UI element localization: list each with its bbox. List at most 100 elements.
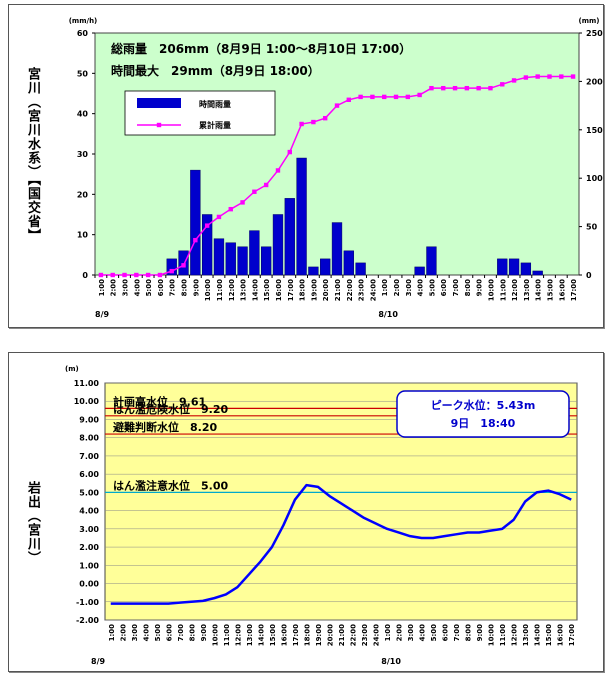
x-tick-label: 8:00 — [181, 279, 189, 297]
legend-swatch-marker — [156, 122, 162, 128]
bar-hourly-rain — [331, 222, 343, 276]
x-tick-label: 9:00 — [200, 624, 208, 642]
x-tick-label: 11:00 — [216, 279, 224, 301]
date-label: 8/9 — [91, 657, 105, 666]
bar-hourly-rain — [426, 246, 437, 276]
point-cumulative-rain — [263, 182, 269, 188]
point-cumulative-rain — [500, 82, 505, 87]
y-tick-label: -1.00 — [76, 598, 99, 607]
x-tick-label: 21:00 — [334, 279, 342, 301]
point-cumulative-rain — [228, 206, 233, 212]
line-water-level — [110, 483, 572, 605]
y-tick-label-left: 20 — [77, 190, 89, 199]
x-tick-label: 11:00 — [223, 624, 231, 646]
x-tick-label: 15:00 — [546, 279, 554, 301]
point-cumulative-rain — [441, 85, 446, 91]
point-cumulative-rain — [452, 85, 458, 91]
x-tick-label: 5:00 — [145, 279, 153, 297]
x-tick-label: 22:00 — [350, 624, 358, 646]
point-cumulative-rain — [98, 272, 104, 278]
x-tick-label: 5:00 — [154, 624, 162, 642]
x-tick-label: 2:00 — [119, 624, 127, 642]
x-tick-label: 17:00 — [287, 279, 295, 301]
y-tick-label-right: 50 — [586, 223, 598, 232]
x-tick-label: 8:00 — [464, 279, 472, 297]
x-tick-label: 8:00 — [188, 624, 196, 642]
y-tick-label-left: 50 — [77, 69, 89, 78]
date-label: 8/10 — [381, 657, 401, 666]
point-cumulative-rain — [299, 121, 304, 127]
point-cumulative-rain — [311, 119, 316, 125]
y-tick-label: 9.00 — [79, 415, 99, 424]
bar-hourly-rain — [213, 238, 225, 276]
x-tick-label: 6:00 — [442, 624, 450, 642]
y-tick-label-right: 200 — [586, 77, 603, 86]
y-tick-label-left: 40 — [77, 110, 89, 119]
point-cumulative-rain — [181, 263, 186, 268]
y-tick-label-right: 100 — [586, 174, 603, 183]
x-tick-label: 12:00 — [228, 279, 236, 301]
x-tick-label: 2:00 — [393, 279, 401, 297]
x-tick-label: 19:00 — [315, 624, 323, 646]
water-level-chart: -2.00 -1.00 0.00 1.00 2.00 3.00 4.00 5.00 6.00 7.… — [65, 365, 578, 666]
x-tick-label: 3:00 — [122, 279, 130, 297]
point-cumulative-rain — [334, 103, 340, 108]
x-tick-label: 14:00 — [257, 624, 265, 646]
point-cumulative-rain — [464, 85, 470, 91]
x-tick-label: 3:00 — [405, 279, 413, 297]
x-tick-label: 16:00 — [280, 624, 288, 646]
x-tick-label: 1:00 — [384, 624, 392, 642]
x-tick-label: 18:00 — [303, 624, 311, 646]
point-cumulative-rain — [110, 272, 115, 278]
x-tick-label: 20:00 — [322, 279, 330, 301]
x-tick-label: 7:00 — [177, 624, 185, 642]
threshold-label: はん濫注意水位 5.00 — [113, 478, 228, 492]
y-tick-label: 10.00 — [74, 397, 100, 406]
bar-hourly-rain — [320, 258, 331, 276]
x-tick-label: 1:00 — [108, 624, 116, 642]
x-tick-label: 8:00 — [465, 624, 473, 642]
x-tick-label: 10:00 — [488, 624, 496, 646]
legend-label-cumulative: 累計雨量 — [199, 120, 231, 130]
bar-hourly-rain — [261, 246, 272, 276]
y-unit-right: (mm) — [579, 17, 600, 25]
x-tick-label: 3:00 — [407, 624, 415, 642]
threshold-label: はん濫危険水位 9.20 — [113, 402, 228, 416]
x-tick-label: 16:00 — [557, 624, 565, 646]
point-cumulative-rain — [287, 149, 292, 155]
x-tick-label: 15:00 — [269, 624, 277, 646]
peak-box — [396, 390, 570, 438]
y-tick-label-right: 250 — [586, 29, 603, 38]
bar-hourly-rain — [343, 250, 354, 276]
y-tick-label: 3.00 — [79, 525, 99, 534]
x-tick-label: 6:00 — [157, 279, 165, 297]
x-tick-label: 7:00 — [453, 624, 461, 642]
y-tick-label: 8.00 — [79, 434, 99, 443]
point-cumulative-rain — [169, 268, 174, 274]
water-level-chart-panel: 岩出（宮川） -2.00 -1.00 0.00 1.00 2.00 3.00 4.00 5.0… — [8, 352, 604, 672]
x-tick-label: 24:00 — [373, 624, 381, 646]
x-tick-label: 14:00 — [534, 624, 542, 646]
x-tick-label: 24:00 — [369, 279, 377, 301]
x-tick-label: 9:00 — [192, 279, 200, 297]
x-tick-label: 13:00 — [522, 624, 530, 646]
y-tick-label-left: 60 — [77, 29, 89, 38]
x-tick-label: 4:00 — [142, 624, 150, 642]
y-unit: (m) — [65, 365, 79, 373]
point-cumulative-rain — [405, 94, 411, 100]
x-tick-label: 11:00 — [499, 279, 507, 301]
bar-hourly-rain — [237, 246, 248, 276]
bar-hourly-rain — [166, 258, 177, 276]
bar-hourly-rain — [201, 214, 213, 276]
point-cumulative-rain — [145, 272, 151, 278]
threshold-label: 計画高水位 9.61 — [113, 394, 206, 408]
annotation-max-rain: 時間最大 29mm（8月9日 18:00） — [111, 63, 320, 78]
x-tick-label: 10:00 — [211, 624, 219, 646]
x-tick-label: 4:00 — [417, 279, 425, 297]
x-tick-label: 1:00 — [98, 279, 106, 297]
point-cumulative-rain — [370, 94, 375, 100]
x-tick-label: 10:00 — [204, 279, 212, 301]
rainfall-station-label: 宮川（宮川水系）【国交省】 — [25, 67, 40, 243]
y-tick-label-right: 150 — [586, 126, 603, 135]
x-tick-label: 10:00 — [487, 279, 495, 301]
